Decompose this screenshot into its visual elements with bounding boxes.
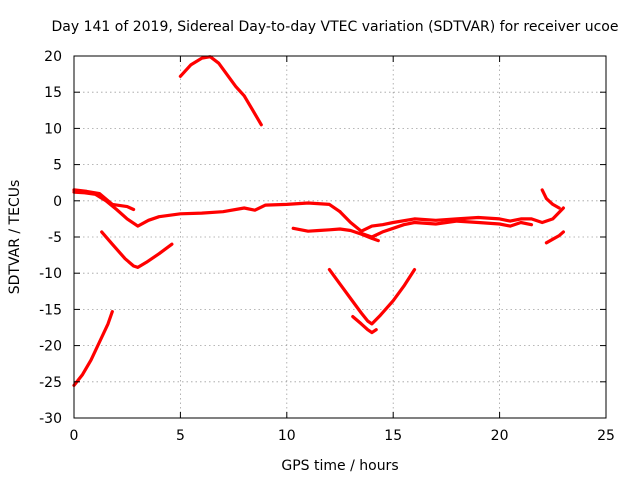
series-arc-v-morning — [100, 230, 174, 269]
x-tick-label: 10 — [278, 428, 296, 444]
series-arc-v-afternoon — [327, 268, 417, 326]
y-tick-label: 15 — [44, 85, 62, 101]
series-arc-near-zero-main — [72, 190, 342, 228]
series-layer — [72, 55, 566, 387]
series-arc-top-morning — [178, 55, 263, 127]
chart-title: Day 141 of 2019, Sidereal Day-to-day VTE… — [52, 19, 619, 35]
series-arc-late-tail — [544, 230, 566, 245]
y-axis-label: SDTVAR / TECUs — [7, 180, 23, 295]
x-tick-label: 5 — [176, 428, 185, 444]
x-tick-label: 0 — [70, 428, 79, 444]
series-arc-near-zero-late — [338, 206, 566, 233]
series-arc-v-afternoon-inner — [351, 315, 378, 335]
y-tick-label: -5 — [48, 230, 62, 246]
y-tick-label: -10 — [39, 266, 62, 282]
y-tick-label: -20 — [39, 339, 62, 355]
x-tick-label: 25 — [597, 428, 615, 444]
series-arc-near-zero-upper — [72, 188, 136, 212]
y-tick-label: -15 — [39, 302, 62, 318]
y-tick-label: 5 — [53, 158, 62, 174]
series-arc-dip-midday — [291, 226, 380, 243]
x-tick-label: 20 — [491, 428, 509, 444]
x-tick-label: 15 — [384, 428, 402, 444]
grid — [74, 56, 606, 418]
y-tick-label: 10 — [44, 121, 62, 137]
y-tick-label: -25 — [39, 375, 62, 391]
x-axis-label: GPS time / hours — [281, 458, 398, 474]
series-arc-near-zero-late-lower — [359, 219, 534, 239]
series-arc-rise-early — [72, 310, 114, 387]
series-arc-late-hook — [540, 188, 561, 210]
y-tick-label: 20 — [44, 49, 62, 65]
axis-ticks: 0 5 10 15 20 25 -30 -25 -20 -15 -10 -5 0 5 10 15 20 — [39, 49, 615, 444]
y-tick-label: 0 — [53, 194, 62, 210]
y-tick-label: -30 — [39, 411, 62, 427]
